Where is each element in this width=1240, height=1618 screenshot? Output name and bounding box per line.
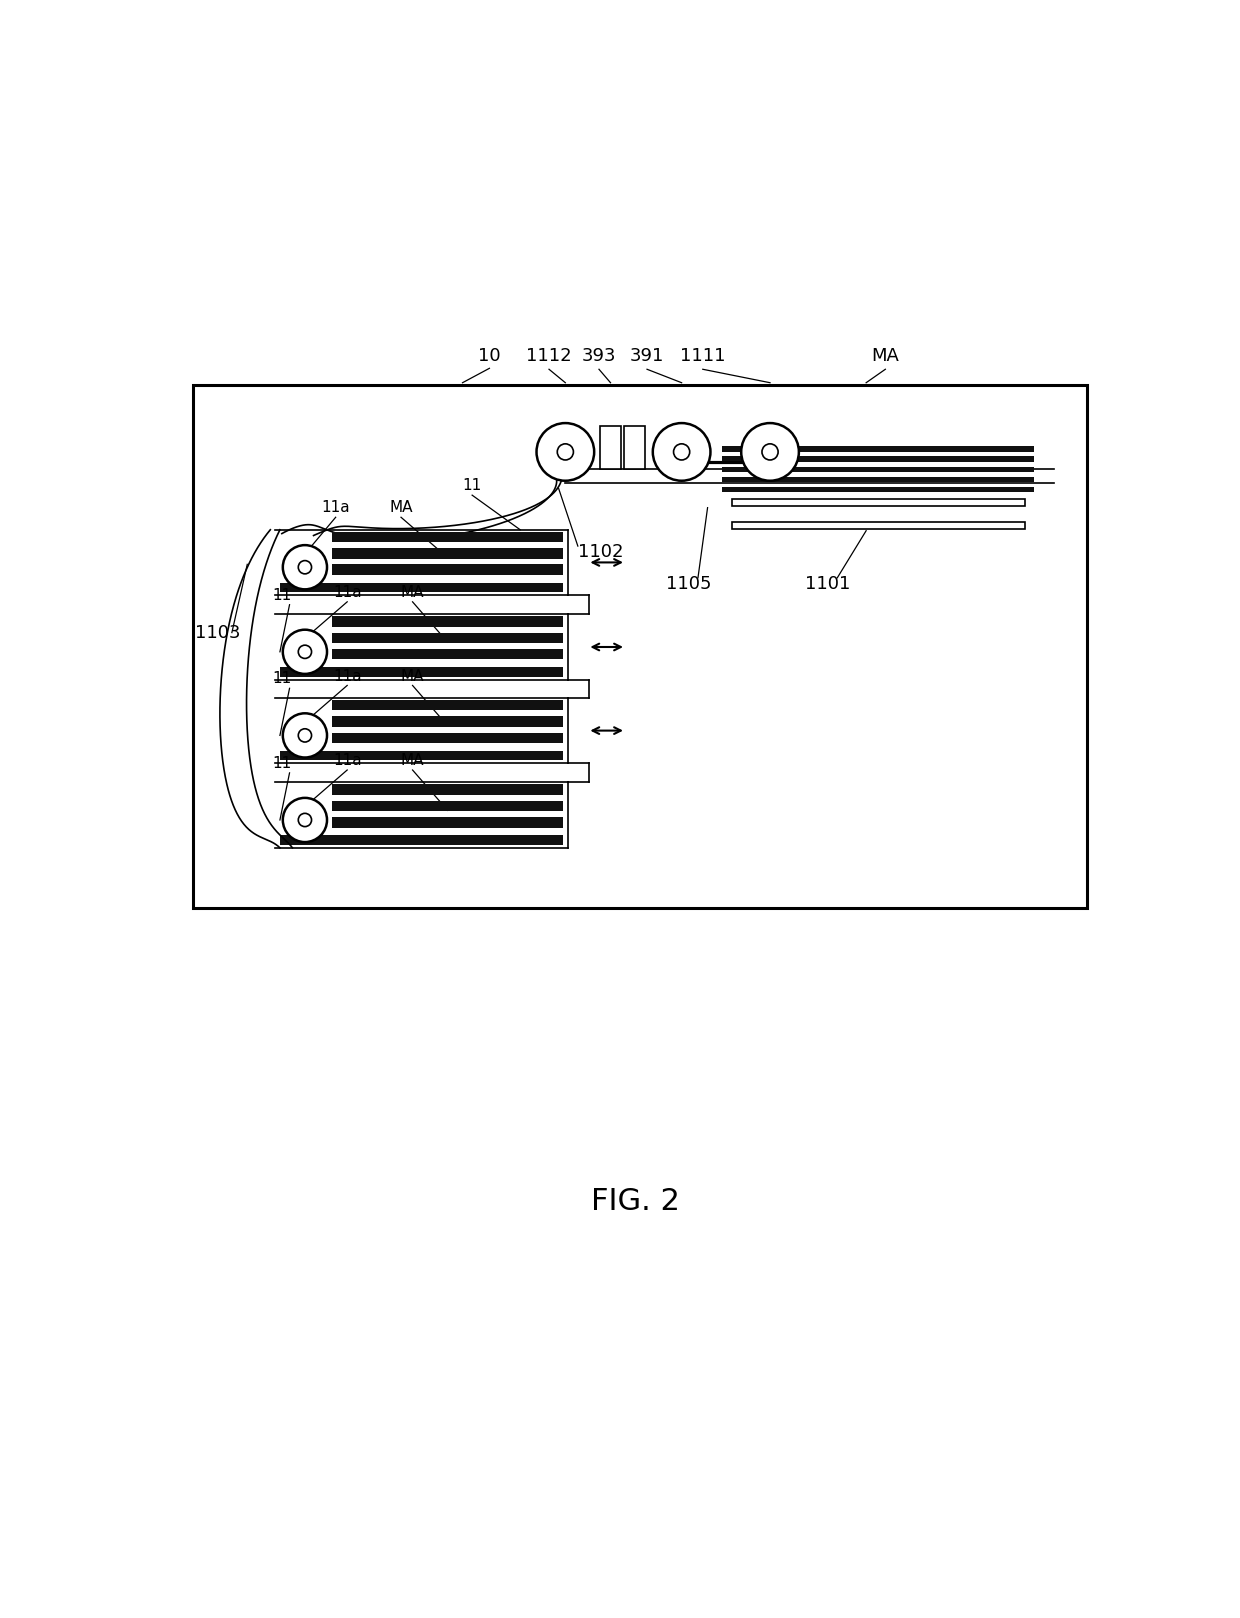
Bar [624,426,645,469]
Circle shape [299,728,311,743]
Circle shape [742,422,799,481]
Bar [332,785,563,794]
Text: MA: MA [872,348,899,366]
Circle shape [299,646,311,659]
Bar [280,582,563,592]
Text: 10: 10 [479,348,501,366]
Text: MA: MA [401,668,424,683]
Circle shape [557,443,573,460]
Text: 11: 11 [273,756,291,770]
Text: 11: 11 [273,587,291,604]
Bar [332,616,563,626]
Bar [332,701,563,710]
Text: 1112: 1112 [526,348,572,366]
Text: 11a: 11a [321,500,350,516]
Bar [280,751,563,760]
Circle shape [283,545,327,589]
Circle shape [299,560,311,574]
Bar [193,385,1087,908]
Circle shape [537,422,594,481]
Bar [722,466,1034,472]
Bar [722,447,1034,451]
Bar [332,817,563,828]
Bar [332,565,563,574]
Bar [280,835,563,845]
Circle shape [283,629,327,675]
Bar [332,733,563,743]
Circle shape [673,443,689,460]
Text: 11a: 11a [332,584,362,600]
Text: 391: 391 [630,348,665,366]
Bar [722,487,1034,492]
Bar [332,633,563,642]
Text: 1101: 1101 [805,574,851,592]
Text: 1103: 1103 [196,623,241,642]
Circle shape [299,814,311,827]
Text: 1105: 1105 [666,574,711,592]
Bar [332,785,563,794]
Text: 11: 11 [273,671,291,686]
Text: 11: 11 [463,479,482,493]
Bar [332,801,563,811]
Bar [332,701,563,709]
Text: MA: MA [401,752,424,769]
Bar [332,532,563,542]
Text: 11a: 11a [332,668,362,683]
Bar [732,523,1024,529]
Bar [332,549,563,558]
Bar [280,667,563,676]
Bar [332,532,563,542]
Bar [722,477,1034,482]
Circle shape [761,443,779,460]
Circle shape [652,422,711,481]
Text: 11a: 11a [332,752,362,769]
Bar [732,498,1024,506]
Circle shape [283,798,327,841]
Bar [600,426,621,469]
Text: FIG. 2: FIG. 2 [591,1188,680,1217]
Text: 1111: 1111 [680,348,725,366]
Bar [332,616,563,626]
Bar [332,717,563,726]
Text: MA: MA [389,500,413,516]
Bar [722,456,1034,461]
Text: MA: MA [401,584,424,600]
Text: 1102: 1102 [578,544,624,561]
Circle shape [283,714,327,757]
Text: 393: 393 [582,348,616,366]
Bar [332,649,563,660]
